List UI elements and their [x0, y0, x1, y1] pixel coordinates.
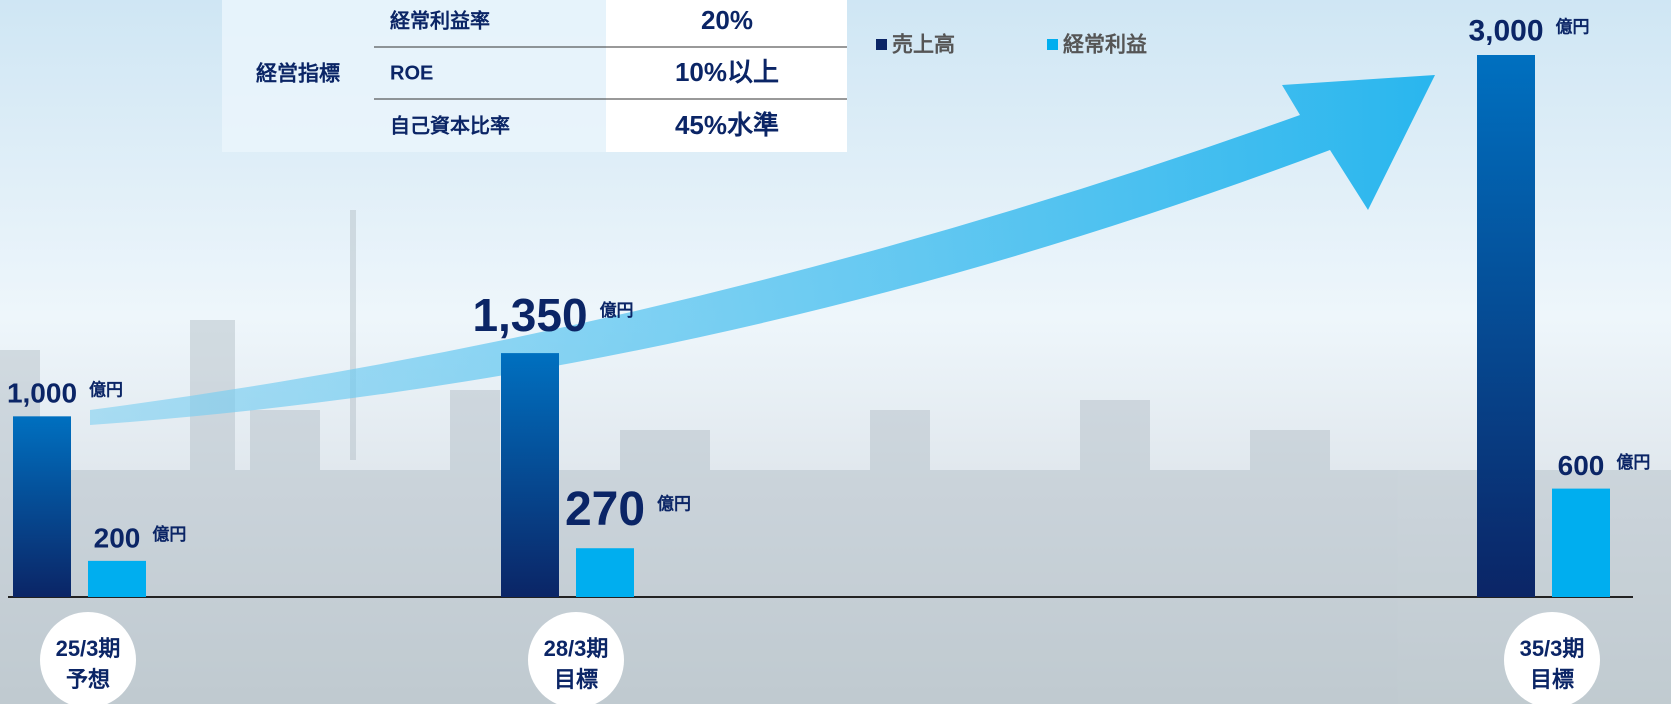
unit-label: 億円 [152, 524, 186, 544]
table-value: 20% [701, 5, 753, 35]
value-label: 270 [565, 483, 645, 536]
unit-label: 億円 [1616, 452, 1650, 472]
chart: 経営指標 経常利益率 ROE 自己資本比率 20% 10%以上 45%水準 25… [0, 0, 1671, 704]
bar [88, 561, 146, 597]
x-tick-label: 25/3期 [56, 636, 121, 661]
table-label: 自己資本比率 [390, 113, 510, 137]
bar [501, 353, 559, 597]
legend-swatch [1047, 39, 1058, 50]
table-label: ROE [390, 62, 433, 84]
bar [1552, 489, 1610, 597]
table-value: 10%以上 [675, 57, 779, 87]
value-label: 1,350 [472, 289, 587, 341]
unit-label: 億円 [89, 380, 123, 400]
bar [13, 416, 71, 597]
value-label: 200 [94, 522, 141, 553]
x-tick-label: 35/3期 [1520, 636, 1585, 661]
unit-label: 億円 [657, 494, 691, 514]
value-label: 1,000 [7, 378, 77, 409]
table-value: 45%水準 [675, 110, 779, 140]
table-group: 経営指標 [256, 62, 340, 86]
table-label: 経常利益率 [390, 8, 490, 32]
kpi-table: 経営指標 経常利益率 ROE 自己資本比率 20% 10%以上 45%水準 [222, 0, 847, 152]
legend-label: 経常利益 [1063, 33, 1147, 57]
x-tick-label: 28/3期 [544, 636, 609, 661]
unit-label: 億円 [1556, 16, 1590, 36]
x-tick-note: 予想 [66, 667, 110, 692]
legend-swatch [876, 39, 887, 50]
unit-label: 億円 [600, 300, 634, 320]
x-tick-note: 目標 [1530, 667, 1574, 692]
legend-label: 売上高 [892, 33, 955, 57]
value-label: 3,000 [1468, 14, 1543, 47]
bar [576, 548, 634, 597]
value-label: 600 [1558, 450, 1605, 481]
bar [1477, 55, 1535, 597]
x-tick-note: 目標 [554, 667, 598, 692]
